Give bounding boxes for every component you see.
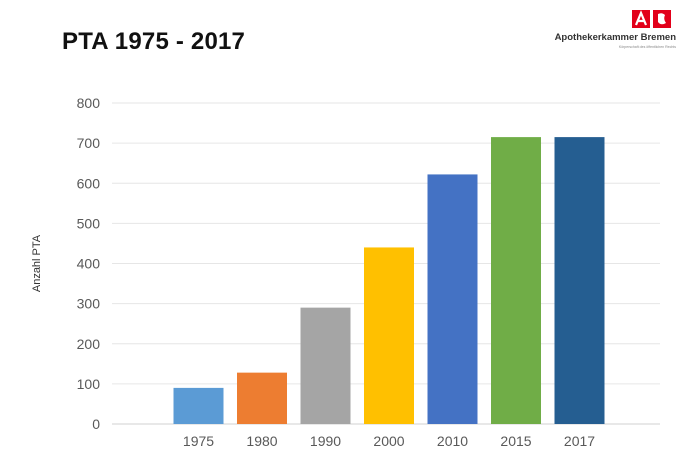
x-tick-label: 2015: [500, 433, 531, 449]
apotheke-logo-icon: [632, 10, 671, 28]
logo-name: Apothekerkammer Bremen: [554, 32, 676, 43]
bar: [300, 307, 351, 424]
bar: [237, 372, 287, 424]
bar: [364, 247, 414, 424]
logo-subtitle: Körperschaft des öffentlichen Rechts: [618, 45, 676, 49]
y-tick-label: 700: [77, 135, 101, 151]
x-tick-label: 1990: [310, 433, 341, 449]
bar: [427, 174, 478, 424]
y-tick-label: 300: [77, 296, 101, 312]
y-tick-label: 600: [77, 175, 101, 191]
x-tick-label: 1975: [183, 433, 214, 449]
y-tick-label: 400: [77, 256, 101, 272]
organization-logo: Apothekerkammer Bremen Körperschaft des …: [530, 8, 680, 56]
y-tick-label: 800: [77, 95, 101, 111]
slide-title: PTA 1975 - 2017: [62, 28, 246, 55]
x-tick-label: 2010: [437, 433, 468, 449]
x-tick-label: 1980: [246, 433, 277, 449]
y-tick-label: 0: [92, 416, 100, 432]
y-tick-label: 200: [77, 336, 101, 352]
y-axis-title: Anzahl PTA: [31, 234, 43, 292]
bar: [491, 137, 541, 424]
x-tick-label: 2017: [564, 433, 595, 449]
x-tick-label: 2000: [373, 433, 404, 449]
bar: [173, 387, 224, 424]
y-tick-label: 500: [77, 215, 101, 231]
bar: [554, 137, 605, 424]
y-tick-label: 100: [77, 376, 101, 392]
